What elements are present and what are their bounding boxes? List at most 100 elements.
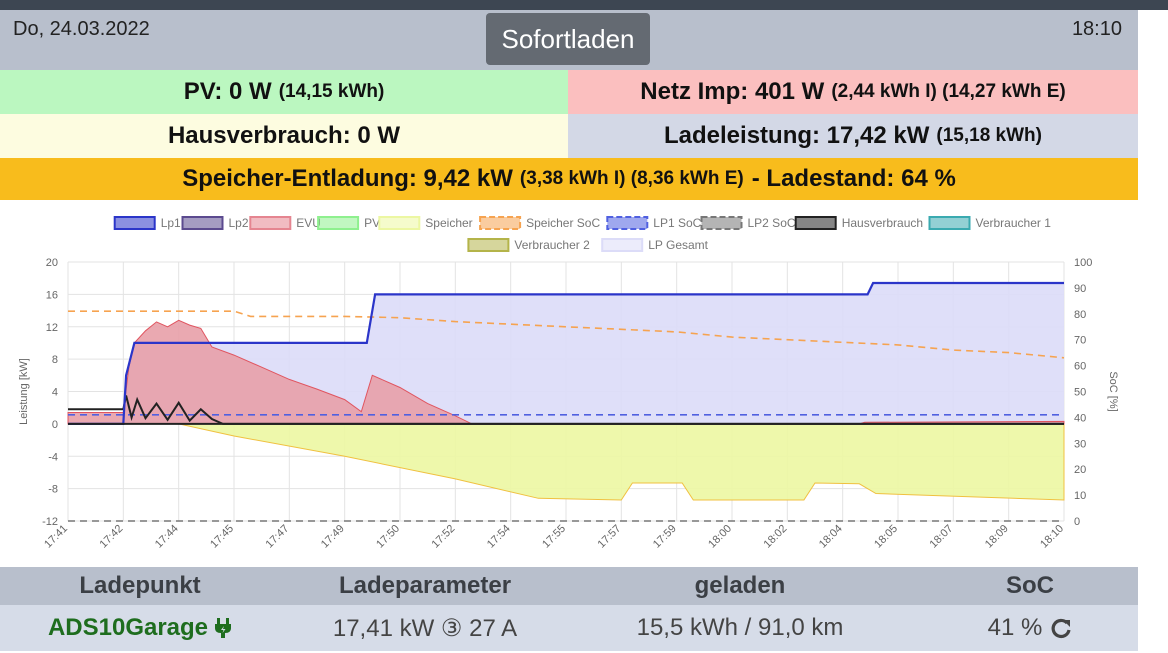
ladeparameter-value: 17,41 kW ③ 27 A <box>332 614 518 642</box>
legend-swatch-verbraucher2 <box>467 238 510 252</box>
legend-label-pv: PV <box>364 216 380 230</box>
soc-cell: 41 % <box>930 605 1130 651</box>
y-axis-label: Leistung [kW] <box>18 358 30 425</box>
legend-swatch-evu <box>249 216 292 230</box>
legend-swatch-pv <box>317 216 360 230</box>
series-line-lp1 <box>68 281 1064 425</box>
y-tick-label: 12 <box>46 322 58 334</box>
legend-swatch-lp_gesamt <box>601 238 644 252</box>
series-line-speicher_soc <box>68 310 1065 359</box>
x-tick-label: 18:10 <box>1038 523 1066 551</box>
y2-axis-label: SoC [%] <box>1107 371 1119 411</box>
table-header: Ladepunkt Ladeparameter geladen SoC <box>0 567 1138 605</box>
y2-tick-label: 90 <box>1074 283 1086 295</box>
legend-swatch-hausverbrauch <box>794 216 837 230</box>
x-tick-label: 17:49 <box>319 523 347 551</box>
legend-swatch-lp2 <box>181 216 224 230</box>
y-tick-label: -12 <box>42 516 58 528</box>
legend-label-evu: EVU <box>296 216 321 230</box>
y2-tick-label: 100 <box>1074 257 1092 269</box>
speicher-power: Speicher-Entladung: 9,42 kW <box>182 165 513 192</box>
series-line-hausverbrauch <box>68 395 1064 425</box>
legend-label-lp2_soc: LP2 SoC <box>748 216 796 230</box>
legend-swatch-verbraucher1 <box>928 216 971 230</box>
ladepunkt-cell: ADS10Garage <box>0 605 280 651</box>
speicher-summary: Speicher-Entladung: 9,42 kW (3,38 kWh I)… <box>0 158 1138 200</box>
x-tick-label: 17:57 <box>596 523 624 551</box>
pv-energy: (14,15 kWh) <box>278 81 385 102</box>
power-chart: 20 16 12 8 4 0 -4 -8 -12 100 90 80 70 60 50 40 30 20 10 0 17… <box>0 205 1138 565</box>
y-tick-label: 8 <box>52 354 58 366</box>
col-soc: SoC <box>1006 572 1054 599</box>
legend-label-verbraucher2: Verbraucher 2 <box>514 238 590 252</box>
table-row[interactable]: ADS10Garage 17,41 kW ③ 27 A 15,5 kWh / 9… <box>0 605 1138 651</box>
x-tick-label: 18:00 <box>706 523 734 551</box>
refresh-icon[interactable] <box>1050 617 1072 639</box>
legend-swatch-lp1_soc <box>606 216 649 230</box>
x-tick-label: 18:02 <box>762 523 790 551</box>
lade-summary: Ladeleistung: 17,42 kW (15,18 kWh) <box>568 114 1138 158</box>
x-tick-label: 17:45 <box>208 523 236 551</box>
y-tick-label: -4 <box>48 451 58 463</box>
legend-label-speicher_soc: Speicher SoC <box>526 216 600 230</box>
legend-label-lp1: Lp1 <box>161 216 181 230</box>
x-tick-label: 17:55 <box>540 523 568 551</box>
pv-power: PV: 0 W <box>183 78 272 105</box>
mode-button[interactable]: Sofortladen <box>486 13 650 65</box>
x-tick-label: 17:50 <box>374 523 402 551</box>
netz-energy: (2,44 kWh I) (14,27 kWh E) <box>831 81 1066 102</box>
x-tick-label: 17:42 <box>98 523 126 551</box>
legend-label-lp1_soc: LP1 SoC <box>653 216 701 230</box>
y2-tick-label: 40 <box>1074 412 1086 424</box>
top-strip <box>0 0 1168 10</box>
header-bar: Do, 24.03.2022 Sofortladen 18:10 <box>0 10 1138 70</box>
legend-label-lp_gesamt: LP Gesamt <box>648 238 708 252</box>
col-geladen: geladen <box>694 572 786 599</box>
haus-summary: Hausverbrauch: 0 W <box>0 114 568 158</box>
legend-label-speicher: Speicher <box>425 216 472 230</box>
x-tick-label: 17:47 <box>264 523 292 551</box>
y2-tick-label: 70 <box>1074 335 1086 347</box>
netz-summary: Netz Imp: 401 W (2,44 kWh I) (14,27 kWh … <box>568 70 1138 114</box>
plug-icon <box>215 618 232 638</box>
y2-tick-label: 60 <box>1074 361 1086 373</box>
legend-swatch-lp2_soc <box>700 216 743 230</box>
x-tick-label: 18:04 <box>817 523 845 551</box>
time-label: 18:10 <box>1071 18 1122 40</box>
col-ladeparameter: Ladeparameter <box>338 572 512 599</box>
pv-summary: PV: 0 W (14,15 kWh) <box>0 70 568 114</box>
y2-tick-label: 0 <box>1074 516 1080 528</box>
y-tick-label: -8 <box>48 484 58 496</box>
speicher-ladestand: - Ladestand: 64 % <box>751 165 956 192</box>
speicher-energy: (3,38 kWh I) (8,36 kWh E) <box>519 168 744 189</box>
y-tick-label: 4 <box>52 387 58 399</box>
y2-tick-label: 80 <box>1074 309 1086 321</box>
haus-power: Hausverbrauch: 0 W <box>167 122 401 149</box>
y-tick-label: 16 <box>46 289 58 301</box>
geladen-value: 15,5 kWh / 91,0 km <box>636 614 844 641</box>
legend-label-verbraucher1: Verbraucher 1 <box>976 216 1052 230</box>
netz-power: Netz Imp: 401 W <box>640 78 825 105</box>
chart-svg: 201612840-4-8-12100908070605040302010017… <box>18 216 1119 551</box>
x-tick-label: 17:59 <box>651 523 679 551</box>
lade-energy: (15,18 kWh) <box>936 125 1042 146</box>
series-area-speicher <box>178 423 1065 501</box>
x-tick-label: 17:54 <box>485 523 513 551</box>
x-tick-label: 17:52 <box>430 523 458 551</box>
legend-label-lp2: Lp2 <box>229 216 249 230</box>
y-tick-label: 0 <box>52 419 58 431</box>
y-tick-label: 20 <box>46 257 58 269</box>
x-tick-label: 18:09 <box>983 523 1011 551</box>
col-ladepunkt: Ladepunkt <box>79 572 201 599</box>
lade-power: Ladeleistung: 17,42 kW <box>664 122 930 149</box>
legend-swatch-speicher <box>378 216 421 230</box>
y2-tick-label: 30 <box>1074 438 1086 450</box>
legend-swatch-lp1 <box>113 216 156 230</box>
legend-swatch-speicher_soc <box>479 216 522 230</box>
y2-tick-label: 20 <box>1074 464 1086 476</box>
x-tick-label: 18:07 <box>928 523 956 551</box>
y2-tick-label: 10 <box>1074 490 1086 502</box>
y2-tick-label: 50 <box>1074 387 1086 399</box>
ladepunkt-name[interactable]: ADS10Garage <box>47 614 209 641</box>
x-tick-label: 17:44 <box>153 523 181 551</box>
